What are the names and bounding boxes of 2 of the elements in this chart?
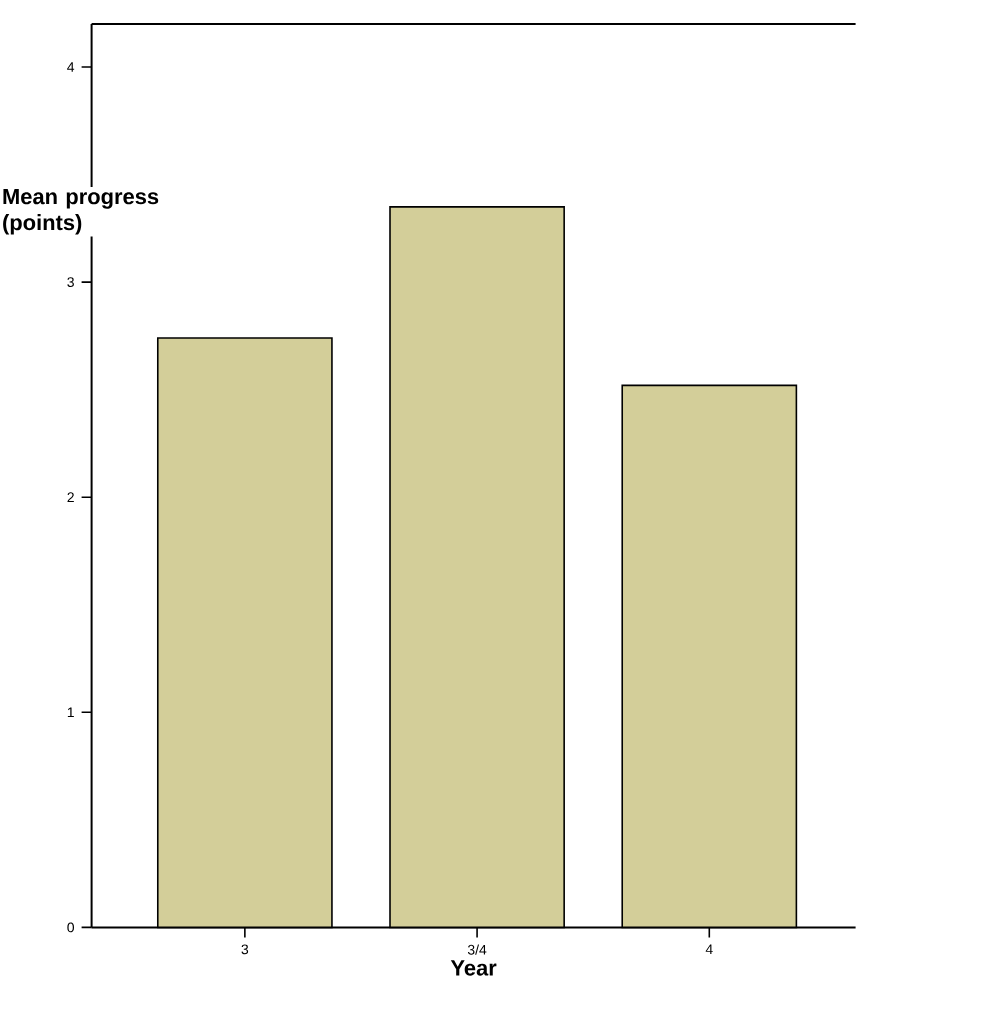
y-axis-title: Mean progress (points) xyxy=(2,189,158,235)
x-axis-title: Year xyxy=(450,960,497,976)
